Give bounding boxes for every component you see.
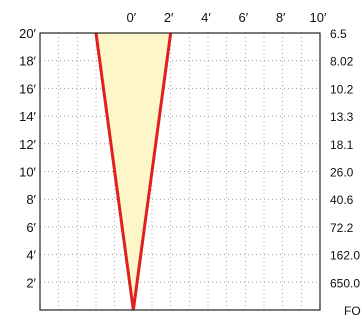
right-value-label: 10.2 (330, 82, 354, 96)
right-value-label: 650.0 (330, 276, 360, 290)
right-value-label: 162.0 (330, 249, 360, 263)
x-tick-label: 4′ (201, 10, 211, 25)
right-value-label: 18.1 (330, 138, 354, 152)
right-value-label: 40.6 (330, 193, 354, 207)
y-tick-label: 20′ (19, 26, 36, 41)
grid (40, 33, 320, 310)
y-tick-label: 6′ (26, 220, 36, 235)
x-tick-label: 6′ (238, 10, 248, 25)
y-tick-label: 8′ (26, 192, 36, 207)
y-tick-label: 18′ (19, 54, 36, 69)
x-tick-label: 0′ (126, 10, 136, 25)
right-value-label: 13.3 (330, 110, 354, 124)
y-tick-label: 14′ (19, 109, 36, 124)
right-column-partial-label: FO (344, 304, 361, 318)
y-axis-ticks: 2′ 4′ 6′ 8′ 10′ 12′ 14′ 16′ 18′ 20′ (19, 26, 36, 290)
field-of-view-fill (96, 33, 171, 310)
right-value-labels: 6.5 8.02 10.2 13.3 18.1 26.0 40.6 72.2 162.0 650.… (330, 27, 360, 290)
right-value-label: 72.2 (330, 221, 354, 235)
field-of-view-left-edge (94, 32, 135, 311)
y-tick-label: 16′ (19, 81, 36, 96)
x-tick-label: 10′ (310, 10, 327, 25)
x-axis-ticks: 0′ 2′ 4′ 6′ 8′ 10′ (126, 10, 327, 25)
right-value-label: 26.0 (330, 166, 354, 180)
plot-frame (39, 32, 321, 311)
x-tick-label: 2′ (164, 10, 174, 25)
y-tick-label: 12′ (19, 137, 36, 152)
x-tick-label: 8′ (276, 10, 286, 25)
right-value-label: 8.02 (330, 55, 354, 69)
y-tick-label: 2′ (26, 275, 36, 290)
right-value-label: 6.5 (330, 27, 347, 41)
y-tick-label: 4′ (26, 248, 36, 263)
field-of-view-right-edge (131, 32, 173, 311)
y-tick-label: 10′ (19, 165, 36, 180)
